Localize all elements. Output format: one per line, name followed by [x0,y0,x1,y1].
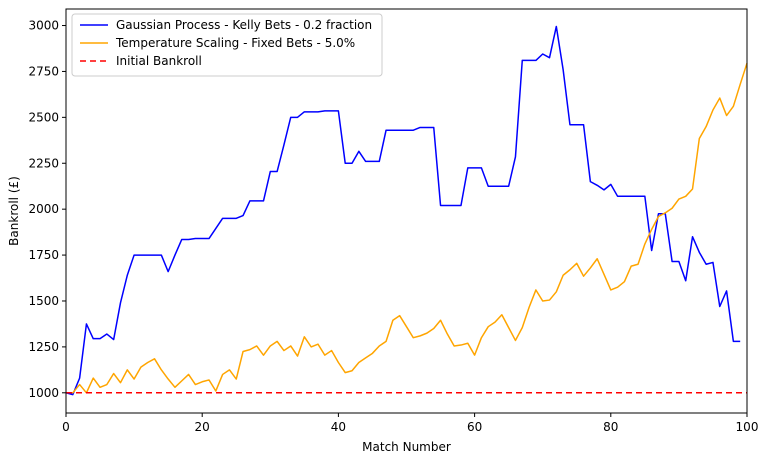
x-tick-label: 20 [195,420,210,434]
series-line-temperature-scaling-fixed-bets-5-0 [66,62,748,394]
y-tick-label: 2250 [28,156,59,170]
x-axis-label: Match Number [362,440,451,454]
legend-label: Gaussian Process - Kelly Bets - 0.2 frac… [116,18,372,32]
x-tick-label: 80 [603,420,618,434]
y-tick-label: 2750 [28,64,59,78]
legend-label: Initial Bankroll [116,54,202,68]
x-tick-label: 60 [467,420,482,434]
plot-frame [65,8,748,414]
x-tick-label: 40 [331,420,346,434]
series-line-gaussian-process-kelly-bets-0-2-fraction [65,25,741,396]
y-tick-label: 1250 [28,340,59,354]
y-tick-label: 1000 [28,386,59,400]
y-axis-label: Bankroll (£) [7,176,21,246]
legend: Gaussian Process - Kelly Bets - 0.2 frac… [71,13,383,77]
ticks-layer: 0 20 40 60 80 100 1000 1250 1500 1750 2000 2250 2500… [28,19,758,434]
legend-items: Gaussian Process - Kelly Bets - 0.2 frac… [80,18,372,68]
legend-box [71,13,383,77]
x-tick-label: 100 [736,420,759,434]
series-layer [65,25,748,396]
y-tick-label: 1500 [28,294,59,308]
legend-label: Temperature Scaling - Fixed Bets - 5.0% [115,36,355,50]
y-tick-label: 2000 [28,202,59,216]
y-tick-label: 2500 [28,110,59,124]
y-tick-label: 1750 [28,248,59,262]
x-tick-label: 0 [62,420,70,434]
y-tick-label: 3000 [28,19,59,33]
